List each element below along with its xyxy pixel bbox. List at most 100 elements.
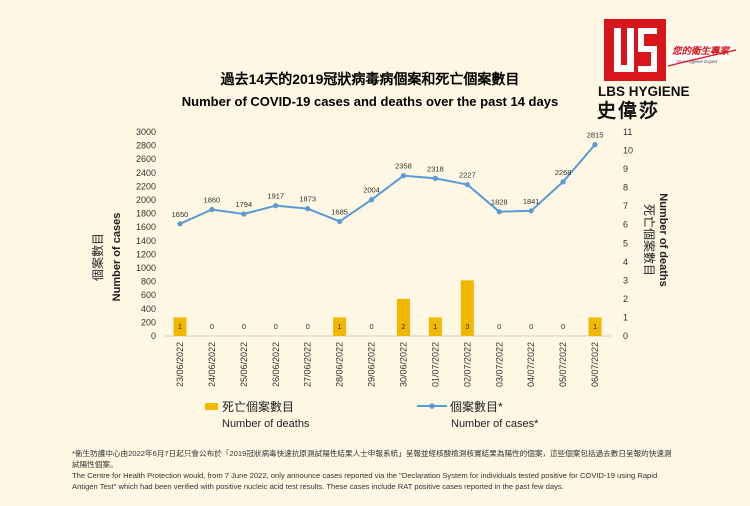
right-axis-label-en: Number of deaths xyxy=(657,193,669,287)
x-tick-label: 02/07/2022 xyxy=(462,342,472,387)
right-tick-label: 2 xyxy=(623,294,628,304)
legend-deaths-swatch xyxy=(205,403,218,410)
death-data-label: 2 xyxy=(401,322,405,331)
cases-point xyxy=(496,209,502,215)
cases-point xyxy=(400,173,407,179)
cases-data-label: 1685 xyxy=(331,207,348,216)
cases-data-label: 1828 xyxy=(491,198,508,207)
chart-subtitle: Number of COVID-19 cases and deaths over… xyxy=(182,94,558,109)
footnote-en: The Centre for Health Protection would, … xyxy=(72,471,658,491)
left-tick-label: 1400 xyxy=(136,236,156,246)
right-axis-label-zh: 死亡個案數目 xyxy=(642,204,657,276)
death-data-label: 0 xyxy=(529,322,533,331)
x-tick-label: 05/07/2022 xyxy=(558,342,568,387)
right-tick-label: 10 xyxy=(623,146,633,156)
death-data-label: 0 xyxy=(274,322,278,331)
legend-deaths-label-en: Number of deaths xyxy=(222,418,310,430)
death-data-label: 0 xyxy=(210,322,214,331)
left-tick-label: 2400 xyxy=(136,168,156,178)
death-data-label: 1 xyxy=(338,322,342,331)
x-tick-label: 28/06/2022 xyxy=(335,342,345,387)
death-data-label: 1 xyxy=(593,322,597,331)
cases-data-label: 2358 xyxy=(395,162,412,171)
cases-point xyxy=(241,211,247,217)
x-tick-label: 06/07/2022 xyxy=(590,342,600,387)
death-data-label: 1 xyxy=(178,322,182,331)
left-tick-label: 200 xyxy=(141,317,156,327)
deaths-bars: 1 0 0 0 0 1 0 2 1 3 0 0 0 1 xyxy=(173,280,602,336)
cases-data-label: 2815 xyxy=(587,131,604,140)
footnote-zh: *衞生防護中心由2022年6月7日起只會公布於「2019冠狀病毒快速抗原測試陽性… xyxy=(72,449,672,469)
left-axis-label-zh: 個案數目 xyxy=(90,233,105,281)
x-axis-ticks: 23/06/2022 24/06/2022 25/06/2022 26/06/2022… xyxy=(175,342,600,387)
cases-data-label: 2318 xyxy=(427,164,444,173)
legend-deaths-label-zh: 死亡個案數目 xyxy=(222,399,294,414)
cases-point xyxy=(528,208,534,214)
legend-cases-marker xyxy=(429,403,435,409)
cases-point xyxy=(337,218,343,225)
cases-point xyxy=(273,203,279,209)
cases-data-label: 1794 xyxy=(235,200,252,209)
death-data-label: 0 xyxy=(306,322,310,331)
cases-point xyxy=(305,206,311,212)
x-tick-label: 23/06/2022 xyxy=(175,342,185,387)
cases-point xyxy=(560,179,566,185)
x-tick-label: 30/06/2022 xyxy=(398,342,408,387)
death-bar xyxy=(396,298,410,336)
right-tick-label: 3 xyxy=(623,275,628,285)
left-tick-label: 1000 xyxy=(136,263,156,273)
x-tick-label: 27/06/2022 xyxy=(303,342,313,387)
cases-point xyxy=(592,141,598,148)
right-tick-label: 11 xyxy=(623,127,632,137)
footnote: *衞生防護中心由2022年6月7日起只會公布於「2019冠狀病毒快速抗原測試陽性… xyxy=(72,448,677,492)
legend: 死亡個案數目 Number of deaths 個案數目* Number of … xyxy=(205,399,539,430)
cases-data-label: 1650 xyxy=(172,210,189,219)
logo-glyph-s xyxy=(638,28,657,34)
death-bar xyxy=(460,280,474,336)
death-data-label: 0 xyxy=(242,322,246,331)
x-tick-label: 26/06/2022 xyxy=(271,342,281,387)
x-tick-label: 29/06/2022 xyxy=(367,342,377,387)
left-tick-label: 600 xyxy=(141,290,156,300)
left-axis-ticks: 0 200 400 600 800 1000 1200 1400 1600 1800 2000 220… xyxy=(136,127,156,341)
right-axis-ticks: 0 1 2 3 4 5 6 7 8 9 10 11 xyxy=(623,127,633,341)
cases-data-label: 1841 xyxy=(523,197,540,206)
left-tick-label: 800 xyxy=(141,277,156,287)
left-tick-label: 3000 xyxy=(136,127,156,137)
left-tick-label: 1200 xyxy=(136,249,156,259)
right-tick-label: 7 xyxy=(623,201,628,211)
cases-data-label: 2227 xyxy=(459,171,476,180)
death-data-label: 0 xyxy=(497,322,501,331)
x-tick-label: 24/06/2022 xyxy=(207,342,217,387)
death-bar xyxy=(588,317,602,336)
left-tick-label: 2200 xyxy=(136,181,156,191)
cases-point xyxy=(177,221,183,227)
x-tick-label: 01/07/2022 xyxy=(430,342,440,387)
death-data-label: 0 xyxy=(369,322,373,331)
right-tick-label: 4 xyxy=(623,257,628,267)
right-tick-label: 1 xyxy=(623,312,628,322)
left-tick-label: 2600 xyxy=(136,154,156,164)
death-data-label: 1 xyxy=(433,322,437,331)
logo-brand-zh: 史偉莎 xyxy=(597,99,660,122)
death-bar xyxy=(173,317,187,336)
cases-point xyxy=(464,181,470,188)
left-tick-label: 1800 xyxy=(136,209,156,219)
cases-line xyxy=(179,143,596,225)
death-bar xyxy=(333,317,347,336)
left-axis-label-en: Number of cases xyxy=(111,213,123,302)
right-tick-label: 0 xyxy=(623,331,628,341)
left-tick-label: 400 xyxy=(141,304,156,314)
logo-slogan-en: Your Hygiene Expert xyxy=(676,59,718,64)
death-bar xyxy=(428,317,442,336)
cases-data-label: 1917 xyxy=(267,192,284,201)
left-tick-label: 2000 xyxy=(136,195,156,205)
cases-point xyxy=(209,206,215,213)
right-tick-label: 5 xyxy=(623,238,628,248)
legend-cases-label-en: Number of cases* xyxy=(451,418,539,430)
cases-point xyxy=(368,197,375,203)
logo-brand-en: LBS HYGIENE xyxy=(598,84,690,99)
cases-data-label: 1873 xyxy=(299,195,316,204)
x-tick-label: 25/06/2022 xyxy=(239,342,249,387)
